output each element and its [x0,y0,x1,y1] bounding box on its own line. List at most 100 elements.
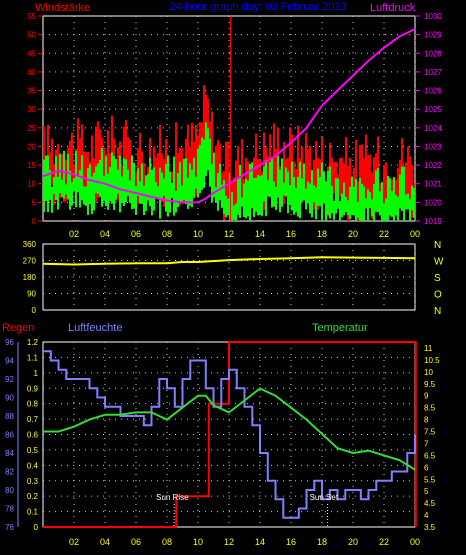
direction-y-tick-label: 90 [27,290,36,299]
wind-panel-x-tick-label: 18 [317,229,327,239]
pressure-y-tick-label: 1025 [424,105,442,114]
temperature-y-tick-label: 5.5 [424,475,436,484]
temperature-y-tick-label: 6 [424,463,429,472]
humidity-y-tick-label: 96 [5,338,14,347]
wind-y-tick-label: 0 [32,217,37,226]
climate-panel-x-tick-label: 10 [193,537,203,547]
pressure-y-tick-label: 1020 [424,198,442,207]
rain-y-tick-label: 0.2 [27,492,39,501]
temperature-y-tick-label: 6.5 [424,451,436,460]
rain-y-tick-label: 0.8 [27,400,39,409]
rain-y-tick-label: 0.9 [27,384,39,393]
climate-panel-x-tick-label: 22 [379,537,389,547]
rain-y-tick-label: 0.5 [27,446,39,455]
temperature-y-tick-label: 8 [424,416,429,425]
wind-axis-title: Windstärke [35,2,90,14]
temperature-y-tick-label: 9 [424,392,429,401]
chart-title: 24-hour graph day: 03 Februar 2023 [169,1,346,13]
climate-panel-x-tick-label: 06 [131,537,141,547]
climate-panel-x-tick-label: 08 [162,537,172,547]
climate-panel-x-tick-label: 14 [255,537,265,547]
direction-y-tick-label: 0 [32,306,37,315]
direction-y-tick-label: 180 [23,273,37,282]
climate-panel-x-tick-label: 20 [348,537,358,547]
wind-panel-x-tick-label: 20 [348,229,358,239]
temperature-y-tick-label: 10.5 [424,356,440,365]
wind-panel-x-tick-label: 16 [286,229,296,239]
pressure-axis-title: Luftdruck [370,2,416,14]
climate-panel-x-tick-label: 00 [410,537,420,547]
humidity-y-tick-label: 78 [5,505,14,514]
temperature-y-tick-label: 10 [424,368,433,377]
wind-y-tick-label: 35 [27,87,36,96]
pressure-y-tick-label: 1022 [424,161,442,170]
wind-y-tick-label: 45 [27,49,36,58]
humidity-y-tick-label: 80 [5,486,14,495]
wind-y-tick-label: 15 [27,161,36,170]
rain-line [43,341,417,528]
climate-panel-x-tick-label: 02 [69,537,79,547]
wind-y-tick-label: 40 [27,68,36,77]
wind-panel-x-tick-label: 10 [193,229,203,239]
rain-y-tick-label: 1.2 [27,338,39,347]
temperature-y-tick-label: 9.5 [424,380,436,389]
rain-axis-title: Regen [2,322,34,334]
rain-y-tick-label: 1 [34,369,39,378]
humidity-y-tick-label: 90 [5,394,14,403]
humidity-axis-title: Luftfeuchte [68,322,122,334]
wind-y-tick-label: 55 [27,12,36,21]
rain-y-tick-label: 0.7 [27,415,39,424]
climate-panel-x-tick-label: 18 [317,537,327,547]
pressure-y-tick-label: 1027 [424,68,442,77]
wind-y-tick-label: 25 [27,124,36,133]
pressure-y-tick-label: 1024 [424,124,442,133]
temperature-y-tick-label: 7.5 [424,428,436,437]
wind-panel-x-tick-label: 14 [255,229,265,239]
wind-panel-x-tick-label: 12 [224,229,234,239]
humidity-y-tick-label: 76 [5,523,14,532]
compass-label: O [434,290,442,301]
pressure-y-tick-label: 1030 [424,12,442,21]
wind-y-tick-label: 5 [32,198,37,207]
wind-panel-x-tick-label: 06 [131,229,141,239]
compass-label: N [434,240,441,251]
rain-y-tick-label: 0 [34,523,39,532]
rain-y-tick-label: 0.4 [27,461,39,470]
pressure-y-tick-label: 1026 [424,87,442,96]
compass-label: N [434,306,441,317]
temperature-y-tick-label: 3.5 [424,523,436,532]
pressure-y-tick-label: 1019 [424,217,442,226]
temperature-y-tick-label: 4 [424,511,429,520]
sunset-marker-label: Sun Set [310,493,339,502]
rain-y-tick-label: 0.1 [27,508,39,517]
humidity-y-tick-label: 86 [5,431,14,440]
compass-label: S [434,273,441,284]
humidity-y-tick-label: 94 [5,357,14,366]
pressure-y-tick-label: 1021 [424,180,442,189]
rain-y-tick-label: 1.1 [27,353,39,362]
climate-panel-x-tick-label: 04 [100,537,110,547]
temperature-y-tick-label: 5 [424,487,429,496]
temperature-y-tick-label: 11 [424,344,433,353]
pressure-y-tick-label: 1028 [424,49,442,58]
climate-panel-x-tick-label: 12 [224,537,234,547]
compass-label: W [434,257,444,268]
wind-panel-x-tick-label: 04 [100,229,110,239]
pressure-y-tick-label: 1023 [424,142,442,151]
pressure-line [42,28,416,204]
climate-panel-x-tick-label: 16 [286,537,296,547]
humidity-y-tick-label: 92 [5,375,14,384]
temperature-y-tick-label: 7 [424,439,429,448]
rain-y-tick-label: 0.6 [27,431,39,440]
direction-y-tick-label: 270 [23,257,37,266]
wind-panel-x-tick-label: 22 [379,229,389,239]
wind-direction-line [42,256,416,266]
wind-y-tick-label: 20 [27,142,36,151]
wind-panel-x-tick-label: 00 [410,229,420,239]
humidity-y-tick-label: 84 [5,449,14,458]
wind-panel-x-tick-label: 02 [69,229,79,239]
wind-y-tick-label: 10 [27,180,36,189]
humidity-line [43,350,416,519]
